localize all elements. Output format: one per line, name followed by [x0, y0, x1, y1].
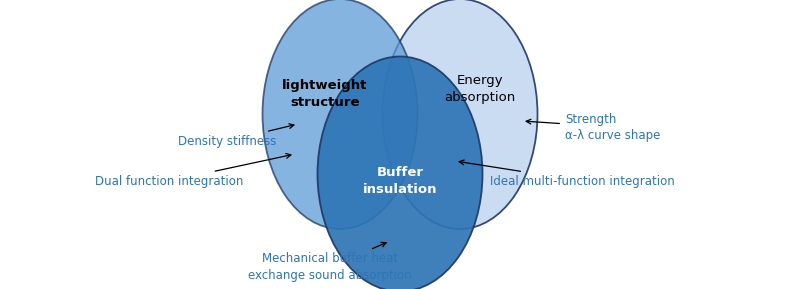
- Text: Mechanical buffer heat
exchange sound absorption: Mechanical buffer heat exchange sound ab…: [248, 242, 412, 281]
- Text: Ideal multi-function integration: Ideal multi-function integration: [459, 160, 674, 188]
- Text: Dual function integration: Dual function integration: [95, 153, 291, 188]
- Text: Strength
α-λ curve shape: Strength α-λ curve shape: [526, 112, 660, 142]
- Text: Density stiffness: Density stiffness: [178, 124, 294, 147]
- Ellipse shape: [262, 0, 418, 229]
- Text: lightweight
structure: lightweight structure: [282, 79, 368, 109]
- Ellipse shape: [318, 57, 482, 289]
- Text: Buffer
insulation: Buffer insulation: [362, 166, 438, 196]
- Ellipse shape: [382, 0, 538, 229]
- Text: Energy
absorption: Energy absorption: [444, 74, 516, 104]
